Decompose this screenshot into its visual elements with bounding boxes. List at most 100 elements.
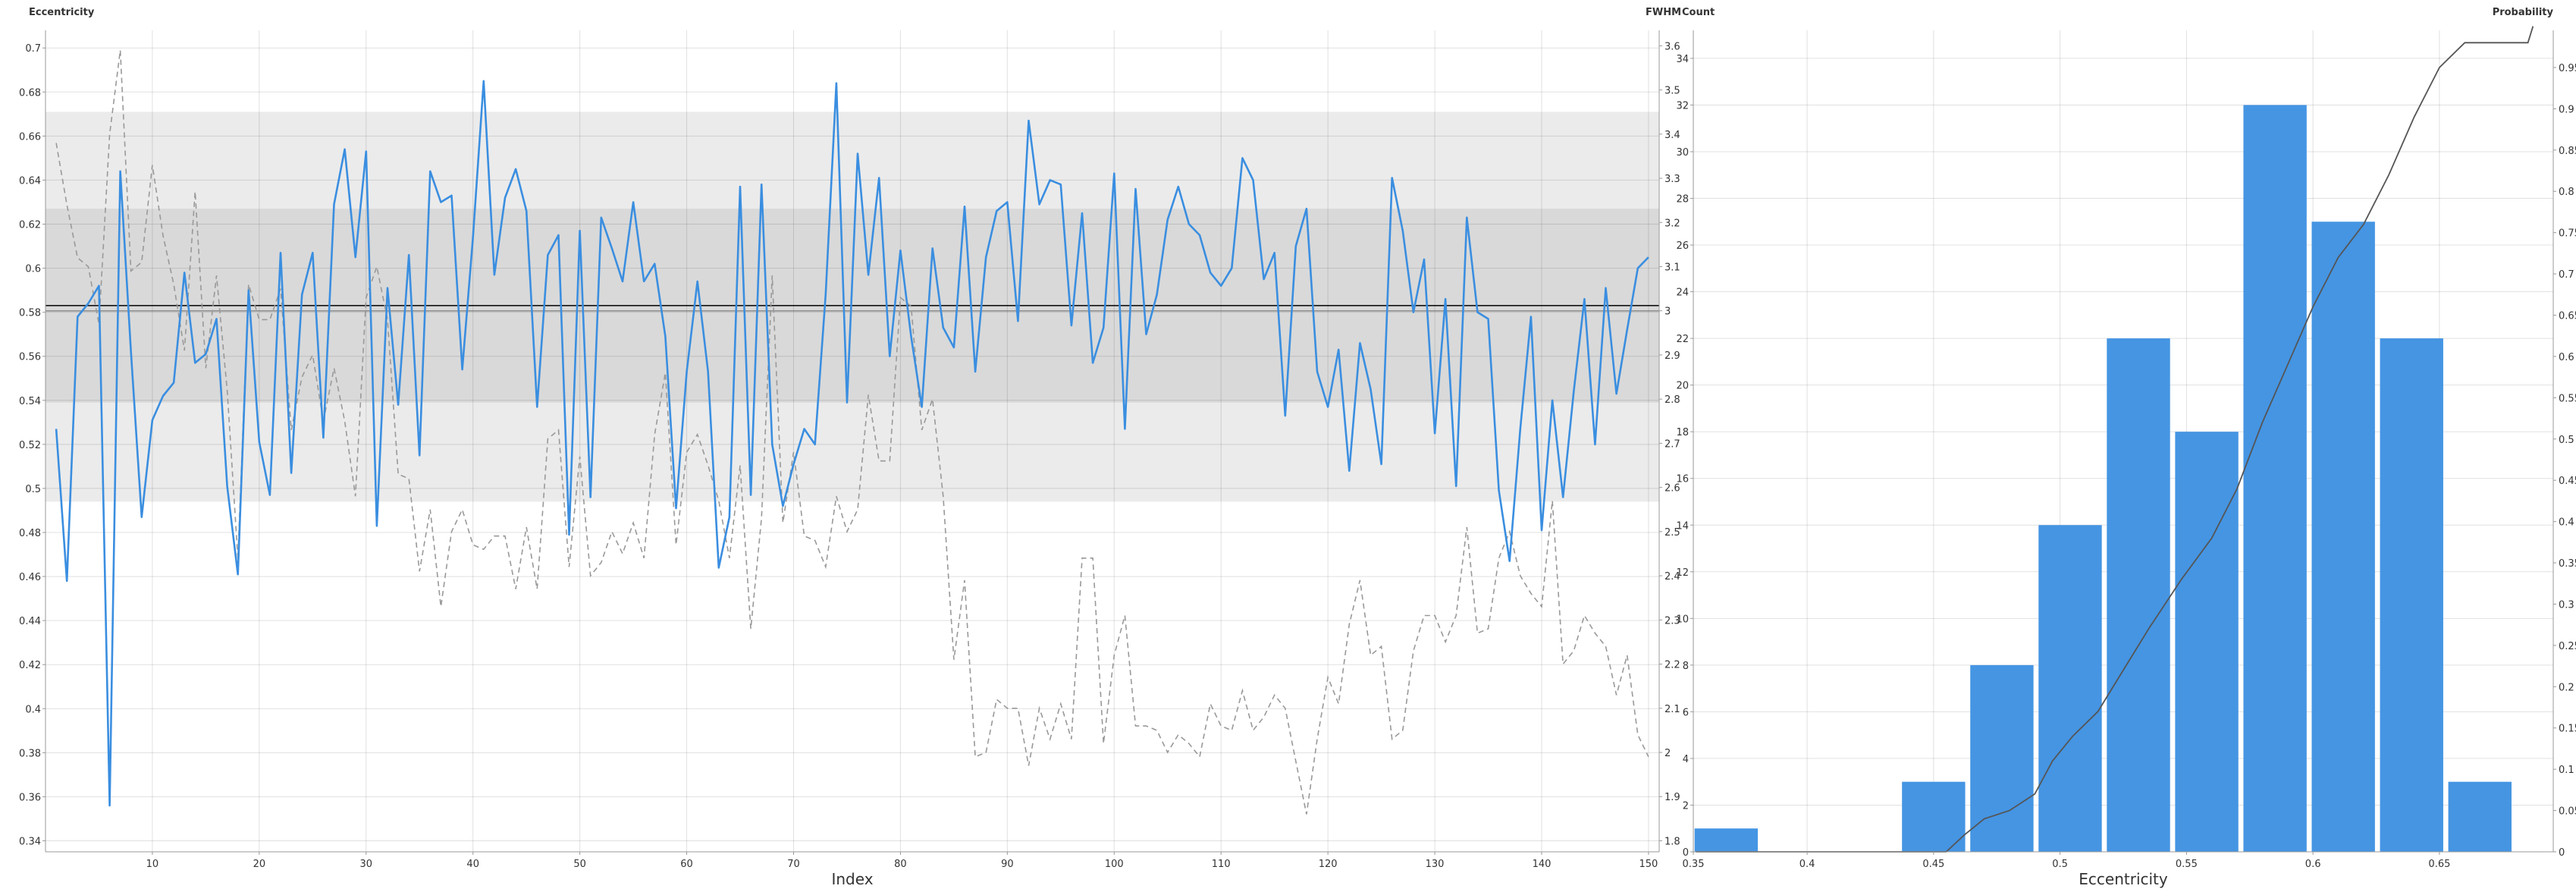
- y-tick-label: 0.34: [19, 836, 41, 847]
- eccentricity-histogram-panel: 024681012141618202224262830323400.050.10…: [1676, 7, 2576, 888]
- x-tick-label: 50: [573, 859, 586, 870]
- y2-tick-label: 3.2: [1665, 218, 1680, 229]
- y2-tick-label: 0.25: [2559, 641, 2576, 652]
- x-tick-label: 60: [680, 859, 693, 870]
- histogram-bar: [2311, 221, 2375, 852]
- y-tick-label: 0.66: [19, 131, 41, 143]
- y2-tick-label: 0.4: [2559, 517, 2574, 529]
- y-tick-label: 0: [1683, 847, 1689, 859]
- y-tick-label: 34: [1676, 54, 1689, 65]
- y-tick-label: 6: [1683, 707, 1689, 718]
- y-tick-label: 26: [1676, 240, 1689, 252]
- y2-tick-label: 0.9: [2559, 104, 2574, 115]
- y2-tick-label: 0.65: [2559, 311, 2576, 322]
- histogram-bar: [1902, 781, 1966, 852]
- x-tick-label: 140: [1533, 859, 1552, 870]
- x-tick-label: 100: [1105, 859, 1124, 870]
- x-tick-label: 10: [146, 859, 159, 870]
- y-tick-label: 0.58: [19, 308, 41, 319]
- y2-tick-label: 1.8: [1665, 836, 1680, 847]
- y-tick-label: 0.48: [19, 528, 41, 539]
- x-tick-label: 40: [466, 859, 479, 870]
- y2-tick-label: 3.6: [1665, 41, 1680, 52]
- y2-tick-label: 2.6: [1665, 483, 1680, 495]
- y2-tick-label: 3.3: [1665, 174, 1680, 185]
- y2-tick-label: 2.7: [1665, 438, 1680, 450]
- y2-tick-label: 0.15: [2559, 724, 2576, 735]
- histogram-bar: [2038, 525, 2102, 852]
- x-axis-title: Index: [831, 870, 873, 888]
- y2-tick-label: 2.8: [1665, 394, 1680, 406]
- y2-tick-label: 0.8: [2559, 187, 2574, 198]
- y-tick-label: 28: [1676, 194, 1689, 206]
- x-tick-label: 0.65: [2428, 859, 2450, 870]
- y2-tick-label: 0.1: [2559, 765, 2574, 776]
- histogram-bar: [2380, 338, 2443, 852]
- histogram-bar: [2107, 338, 2170, 852]
- x-tick-label: 0.6: [2305, 859, 2321, 870]
- y2-tick-label: 2.9: [1665, 350, 1680, 362]
- y-tick-label: 10: [1676, 614, 1689, 625]
- y2-tick-label: 0.85: [2559, 146, 2576, 157]
- y-tick-label: 8: [1683, 661, 1689, 672]
- y2-tick-label: 0.6: [2559, 352, 2574, 363]
- y2-tick-label: 0.55: [2559, 393, 2576, 404]
- y-tick-label: 32: [1676, 100, 1689, 112]
- y2-tick-label: 0.5: [2559, 435, 2574, 446]
- y-tick-label: 0.38: [19, 748, 41, 759]
- y-tick-label: 16: [1676, 474, 1689, 485]
- y-tick-label: 4: [1683, 754, 1689, 765]
- x-tick-label: 0.45: [1922, 859, 1944, 870]
- histogram-bar: [1694, 828, 1759, 852]
- y2-tick-label: 3: [1665, 306, 1671, 318]
- x-tick-label: 90: [1001, 859, 1014, 870]
- y-tick-label: 0.46: [19, 572, 41, 583]
- y-tick-label: 12: [1676, 567, 1689, 579]
- y-tick-label: 0.52: [19, 440, 41, 451]
- x-axis-title: Eccentricity: [2079, 870, 2168, 888]
- y-tick-label: 20: [1676, 381, 1689, 392]
- y-tick-label: 0.68: [19, 87, 41, 99]
- x-tick-label: 70: [787, 859, 800, 870]
- y2-tick-label: 3.4: [1665, 130, 1680, 141]
- y2-tick-label: 0.05: [2559, 806, 2576, 818]
- y2-tick-label: 0.95: [2559, 63, 2576, 74]
- y-tick-label: 0.64: [19, 175, 41, 187]
- y2-tick-label: 3.1: [1665, 262, 1680, 274]
- y-tick-label: 0.6: [25, 264, 41, 275]
- y2-axis-title: Probability: [2493, 7, 2554, 18]
- y2-tick-label: 1.9: [1665, 792, 1680, 803]
- x-tick-label: 120: [1319, 859, 1338, 870]
- y2-tick-label: 2.2: [1665, 660, 1680, 671]
- y2-tick-label: 2.3: [1665, 615, 1680, 627]
- y-tick-label: 18: [1676, 427, 1689, 438]
- y2-tick-label: 2.4: [1665, 571, 1680, 583]
- eccentricity-time-series-panel: 0.34 0.36 0.38 0.4 0.42 0.44 0.46 0.48 0.5 0.52 0.…: [19, 7, 1681, 888]
- x-tick-label: 20: [253, 859, 266, 870]
- y-tick-label: 0.62: [19, 220, 41, 231]
- y2-tick-label: 0.7: [2559, 269, 2574, 281]
- y-tick-label: 0.44: [19, 616, 41, 627]
- x-tick-label: 0.35: [1683, 859, 1705, 870]
- x-tick-label: 150: [1639, 859, 1658, 870]
- histogram-bar: [1970, 664, 2034, 852]
- x-tick-label: 0.55: [2176, 859, 2198, 870]
- y-axis-title: Eccentricity: [29, 7, 95, 18]
- histogram-bar: [2448, 781, 2512, 852]
- fwhm-series-line: [55, 50, 1649, 815]
- y-tick-label: 14: [1676, 520, 1689, 532]
- y2-tick-label: 0.3: [2559, 599, 2574, 611]
- y2-tick-label: 3.5: [1665, 86, 1680, 97]
- y-tick-label: 0.56: [19, 352, 41, 363]
- x-tick-label: 110: [1212, 859, 1231, 870]
- x-tick-label: 0.5: [2052, 859, 2068, 870]
- y2-tick-label: 2.1: [1665, 704, 1680, 715]
- eccentricity-series-line: [55, 80, 1649, 807]
- histogram-bar: [2175, 432, 2239, 852]
- y-tick-label: 2: [1683, 800, 1689, 812]
- y-tick-label: 0.4: [25, 704, 41, 715]
- x-tick-label: 130: [1426, 859, 1445, 870]
- y-tick-label: 24: [1676, 287, 1689, 299]
